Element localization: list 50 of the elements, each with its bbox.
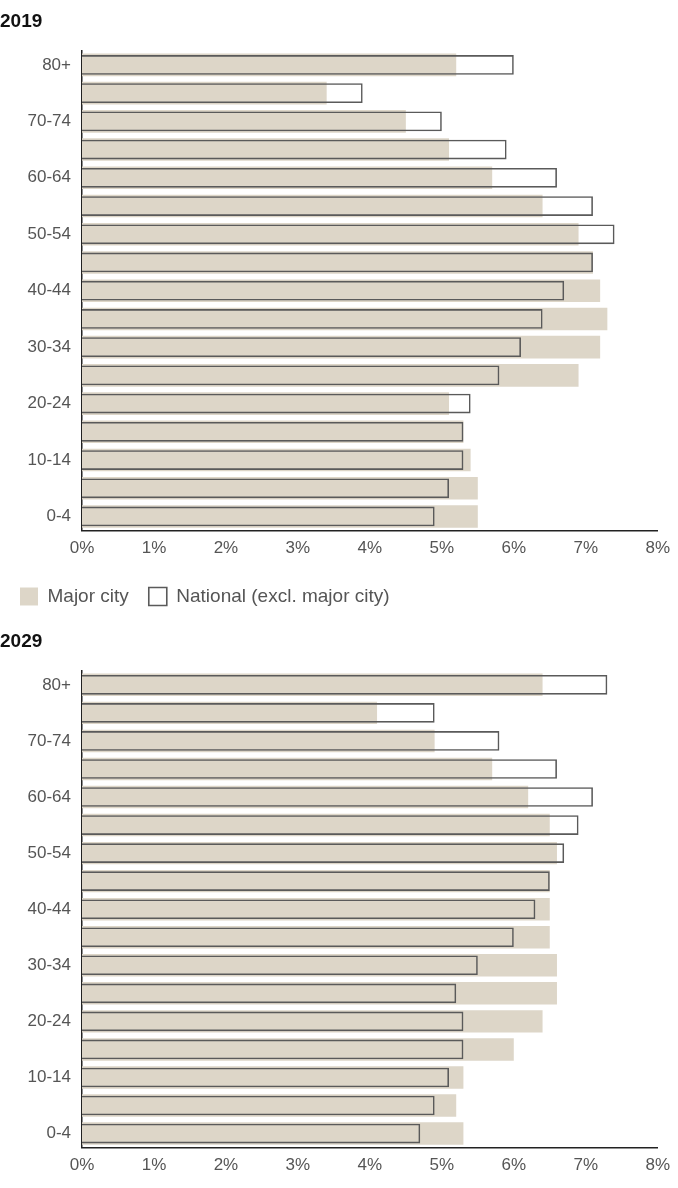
bar xyxy=(82,1010,543,1033)
x-tick-label: 4% xyxy=(357,1155,383,1175)
y-tick-label: 10-14 xyxy=(27,449,71,469)
x-tick-label: 3% xyxy=(285,538,311,558)
y-tick-label: 30-34 xyxy=(27,336,71,356)
bar xyxy=(82,982,557,1005)
y-tick-label: 0-4 xyxy=(46,1123,71,1143)
x-tick-label: 1% xyxy=(141,538,167,558)
x-tick-label: 4% xyxy=(357,538,383,558)
y-tick-label: 70-74 xyxy=(27,111,71,131)
y-tick-label: 80+ xyxy=(42,54,72,74)
bar xyxy=(82,505,478,528)
y-tick-label: 70-74 xyxy=(27,730,71,750)
y-tick-label: 10-14 xyxy=(27,1067,71,1087)
chart-title: 2029 xyxy=(0,629,43,651)
y-tick-label: 60-64 xyxy=(27,786,71,806)
bar xyxy=(82,1122,464,1145)
y-tick-label: 0-4 xyxy=(46,506,71,526)
y-tick-label: 80+ xyxy=(42,674,72,694)
y-tick-label: 30-34 xyxy=(27,954,71,974)
x-tick-label: 2% xyxy=(213,1155,239,1175)
bar xyxy=(82,954,557,977)
y-tick-label: 40-44 xyxy=(27,280,71,300)
x-tick-label: 6% xyxy=(501,1155,527,1175)
x-tick-label: 0% xyxy=(69,1155,95,1175)
x-tick-label: 3% xyxy=(285,1155,311,1175)
chart-title: 2019 xyxy=(0,9,43,31)
y-tick-label: 50-54 xyxy=(27,842,71,862)
x-tick-label: 7% xyxy=(573,538,599,558)
x-tick-label: 2% xyxy=(213,538,239,558)
y-tick-label: 40-44 xyxy=(27,898,71,918)
y-tick-label: 20-24 xyxy=(27,1011,71,1031)
bar xyxy=(82,138,450,161)
x-tick-label: 5% xyxy=(429,1155,455,1175)
bar xyxy=(82,279,601,302)
x-tick-label: 5% xyxy=(429,538,455,558)
x-tick-label: 8% xyxy=(645,1155,670,1175)
legend-label: National (excl. major city) xyxy=(176,584,390,606)
x-tick-label: 7% xyxy=(573,1155,599,1175)
bar xyxy=(82,364,579,387)
x-tick-label: 0% xyxy=(69,538,95,558)
y-tick-label: 20-24 xyxy=(27,393,71,413)
x-tick-label: 1% xyxy=(141,1155,167,1175)
y-tick-label: 60-64 xyxy=(27,167,71,187)
x-tick-label: 8% xyxy=(645,538,670,558)
y-tick-label: 50-54 xyxy=(27,223,71,243)
bar xyxy=(82,1038,514,1061)
bar xyxy=(82,476,478,500)
x-tick-label: 6% xyxy=(501,538,527,558)
legend-label: Major city xyxy=(47,584,130,606)
